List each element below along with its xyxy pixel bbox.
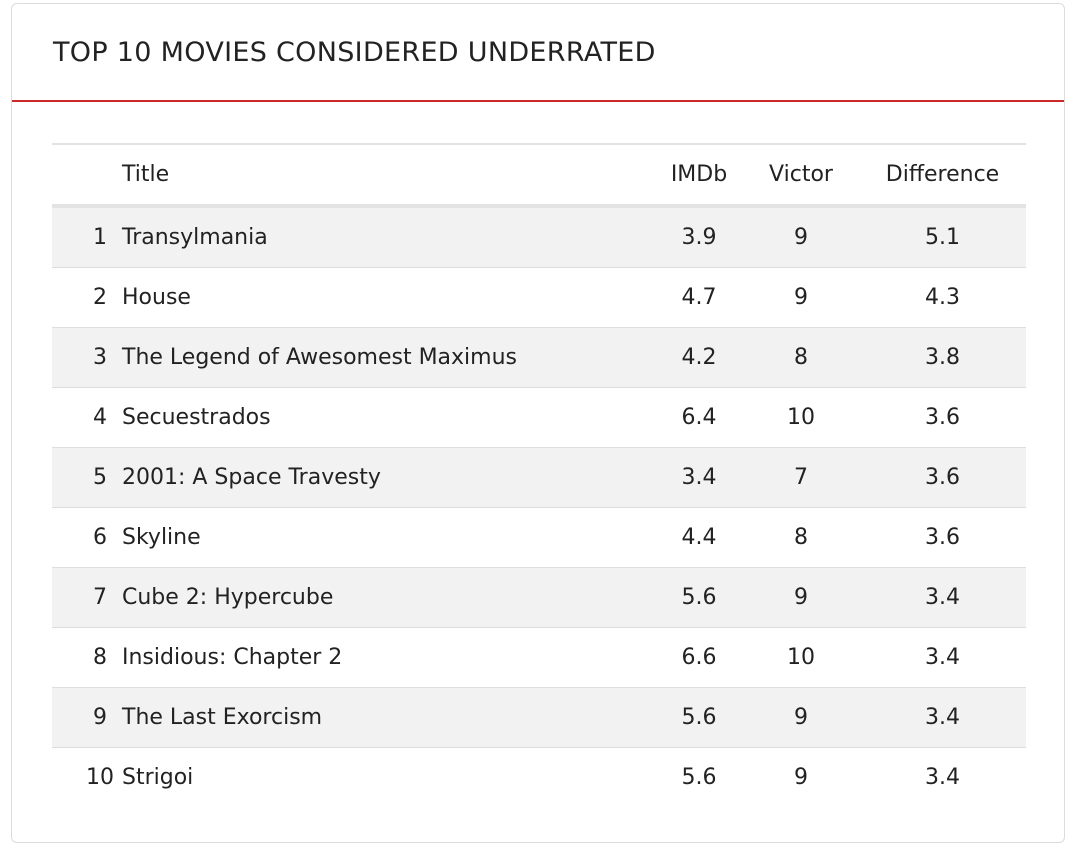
victor-cell: 7 — [743, 447, 859, 508]
title-cell: Strigoi — [122, 765, 194, 790]
imdb-cell: 6.6 — [655, 627, 743, 688]
title-cell: 2001: A Space Travesty — [122, 447, 655, 508]
table-container: Title IMDb Victor Difference 1 Transylma… — [52, 143, 1026, 807]
rank-cell: 5 — [52, 447, 122, 508]
victor-cell: 9 — [743, 567, 859, 628]
title-cell: The Legend of Awesomest Maximus — [122, 327, 655, 388]
column-header-title[interactable]: Title — [122, 144, 655, 208]
title-cell: Skyline — [122, 507, 655, 568]
imdb-cell: 4.4 — [655, 507, 743, 568]
rank-cell: 4 — [52, 387, 122, 448]
movies-table: Title IMDb Victor Difference 1 Transylma… — [52, 143, 1026, 807]
rank-value: 4 — [93, 405, 107, 430]
table-header-row: Title IMDb Victor Difference — [52, 144, 1026, 208]
table-row: 1 Transylmania 3.9 9 5.1 — [52, 206, 1026, 268]
title-cell: Insidious: Chapter 2 — [122, 627, 655, 688]
victor-cell: 9 — [743, 267, 859, 328]
difference-cell: 3.6 — [859, 447, 1026, 508]
table-row: 8 Insidious: Chapter 2 6.6 10 3.4 — [52, 627, 1026, 688]
difference-cell: 5.1 — [859, 206, 1026, 268]
rank-value: 9 — [93, 705, 107, 730]
rank-cell: 2 — [52, 267, 122, 328]
rank-cell: 1 — [52, 206, 122, 268]
difference-cell: 3.6 — [859, 387, 1026, 448]
difference-cell: 3.4 — [859, 567, 1026, 628]
imdb-cell: 3.4 — [655, 447, 743, 508]
victor-cell: 9 — [743, 206, 859, 268]
rank-value: 10 — [86, 765, 114, 790]
imdb-cell: 5.6 — [655, 687, 743, 748]
table-row: 6 Skyline 4.4 8 3.6 — [52, 507, 1026, 568]
victor-cell: 10 — [743, 387, 859, 448]
table-row: 10 Strigoi 5.6 9 3.4 — [52, 748, 1026, 808]
difference-cell: 3.4 — [925, 765, 960, 790]
table-row: 5 2001: A Space Travesty 3.4 7 3.6 — [52, 447, 1026, 508]
rank-cell: 8 — [52, 627, 122, 688]
victor-cell: 8 — [743, 507, 859, 568]
imdb-cell: 3.9 — [655, 206, 743, 268]
difference-cell: 3.6 — [859, 507, 1026, 568]
table-row: 9 The Last Exorcism 5.6 9 3.4 — [52, 687, 1026, 748]
difference-cell: 3.8 — [859, 327, 1026, 388]
column-header-rank — [52, 144, 122, 208]
imdb-cell: 5.6 — [655, 567, 743, 628]
victor-cell: 9 — [743, 687, 859, 748]
rank-cell: 9 — [52, 687, 122, 748]
rank-value: 3 — [93, 345, 107, 370]
title-cell: Transylmania — [122, 206, 655, 268]
panel-header: TOP 10 MOVIES CONSIDERED UNDERRATED — [12, 4, 1064, 102]
table-row: 2 House 4.7 9 4.3 — [52, 267, 1026, 328]
movies-panel: TOP 10 MOVIES CONSIDERED UNDERRATED Titl… — [11, 3, 1065, 843]
rank-cell: 10 — [52, 748, 122, 808]
table-body: 1 Transylmania 3.9 9 5.1 2 House 4.7 9 4… — [52, 206, 1026, 807]
title-cell: The Last Exorcism — [122, 687, 655, 748]
imdb-cell: 4.7 — [655, 267, 743, 328]
imdb-cell: 4.2 — [655, 327, 743, 388]
column-header-victor[interactable]: Victor — [743, 144, 859, 208]
title-cell: Secuestrados — [122, 387, 655, 448]
imdb-cell: 5.6 — [681, 765, 717, 790]
rank-cell: 3 — [52, 327, 122, 388]
rank-value: 8 — [93, 645, 107, 670]
victor-cell: 10 — [743, 627, 859, 688]
rank-value: 2 — [93, 285, 107, 310]
rank-value: 5 — [93, 465, 107, 490]
title-cell: House — [122, 267, 655, 328]
difference-cell: 3.4 — [859, 627, 1026, 688]
column-header-difference[interactable]: Difference — [859, 144, 1026, 208]
column-header-imdb[interactable]: IMDb — [655, 144, 743, 208]
rank-value: 6 — [93, 525, 107, 550]
title-cell: Cube 2: Hypercube — [122, 567, 655, 628]
rank-cell: 6 — [52, 507, 122, 568]
table-row: 7 Cube 2: Hypercube 5.6 9 3.4 — [52, 567, 1026, 628]
rank-cell: 7 — [52, 567, 122, 628]
page-title: TOP 10 MOVIES CONSIDERED UNDERRATED — [53, 37, 656, 68]
rank-value: 1 — [93, 225, 107, 250]
imdb-cell: 6.4 — [655, 387, 743, 448]
table-row: 4 Secuestrados 6.4 10 3.6 — [52, 387, 1026, 448]
difference-cell: 4.3 — [859, 267, 1026, 328]
table-row: 3 The Legend of Awesomest Maximus 4.2 8 … — [52, 327, 1026, 388]
rank-value: 7 — [93, 585, 107, 610]
difference-cell: 3.4 — [859, 687, 1026, 748]
victor-cell: 9 — [794, 765, 808, 790]
victor-cell: 8 — [743, 327, 859, 388]
